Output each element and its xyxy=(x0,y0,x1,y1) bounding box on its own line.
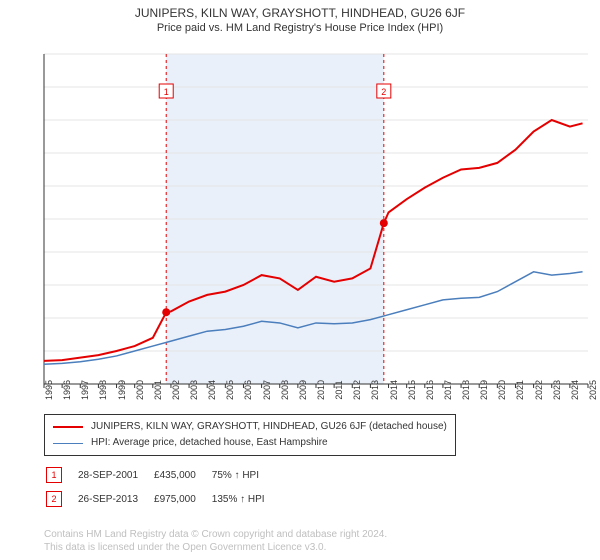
x-tick-label: 2006 xyxy=(243,380,253,400)
x-tick-label: 2020 xyxy=(497,380,507,400)
x-tick-label: 2021 xyxy=(515,380,525,400)
title-block: JUNIPERS, KILN WAY, GRAYSHOTT, HINDHEAD,… xyxy=(0,0,600,34)
legend-item-hpi: HPI: Average price, detached house, East… xyxy=(53,435,447,451)
x-tick-label: 2003 xyxy=(189,380,199,400)
x-tick-label: 1995 xyxy=(44,380,54,400)
legend-label-property: JUNIPERS, KILN WAY, GRAYSHOTT, HINDHEAD,… xyxy=(91,419,447,435)
x-tick-label: 2013 xyxy=(370,380,380,400)
x-tick-label: 2001 xyxy=(153,380,163,400)
x-tick-label: 2016 xyxy=(425,380,435,400)
x-tick-label: 2014 xyxy=(389,380,399,400)
marker-date-1: 28-SEP-2001 xyxy=(78,464,152,486)
x-tick-label: 2017 xyxy=(443,380,453,400)
marker-badge-1: 1 xyxy=(46,467,62,483)
x-tick-label: 2008 xyxy=(280,380,290,400)
x-tick-label: 2005 xyxy=(225,380,235,400)
chart-title: JUNIPERS, KILN WAY, GRAYSHOTT, HINDHEAD,… xyxy=(0,6,600,20)
x-tick-label: 2015 xyxy=(407,380,417,400)
marker-pct-2: 135% ↑ HPI xyxy=(212,488,279,510)
footer-line-1: Contains HM Land Registry data © Crown c… xyxy=(44,528,387,541)
sales-marker-row: 1 28-SEP-2001 £435,000 75% ↑ HPI xyxy=(46,464,279,486)
marker-price-1: £435,000 xyxy=(154,464,210,486)
legend-swatch-hpi xyxy=(53,443,83,444)
x-tick-label: 1997 xyxy=(80,380,90,400)
x-tick-label: 2024 xyxy=(570,380,580,400)
legend-swatch-property xyxy=(53,426,83,428)
legend-label-hpi: HPI: Average price, detached house, East… xyxy=(91,435,328,451)
x-tick-label: 2022 xyxy=(534,380,544,400)
marker-date-2: 26-SEP-2013 xyxy=(78,488,152,510)
x-tick-label: 2025 xyxy=(588,380,598,400)
x-tick-label: 2011 xyxy=(334,380,344,399)
x-tick-label: 2007 xyxy=(262,380,272,400)
legend-item-property: JUNIPERS, KILN WAY, GRAYSHOTT, HINDHEAD,… xyxy=(53,419,447,435)
chart-subtitle: Price paid vs. HM Land Registry's House … xyxy=(0,22,600,34)
x-tick-label: 2018 xyxy=(461,380,471,400)
marker-badge-2: 2 xyxy=(46,491,62,507)
footer: Contains HM Land Registry data © Crown c… xyxy=(44,528,387,554)
x-tick-label: 1998 xyxy=(98,380,108,400)
x-tick-label: 1999 xyxy=(117,380,127,400)
svg-text:1: 1 xyxy=(164,87,169,97)
chart-area: 12 £0£200K£400K£600K£800K£1M£1.2M£1.4M£1… xyxy=(44,54,588,384)
sales-markers-table: 1 28-SEP-2001 £435,000 75% ↑ HPI 2 26-SE… xyxy=(44,462,281,512)
x-tick-label: 1996 xyxy=(62,380,72,400)
x-tick-label: 2023 xyxy=(552,380,562,400)
x-tick-label: 2000 xyxy=(135,380,145,400)
x-tick-label: 2010 xyxy=(316,380,326,400)
legend: JUNIPERS, KILN WAY, GRAYSHOTT, HINDHEAD,… xyxy=(44,414,456,456)
x-tick-label: 2004 xyxy=(207,380,217,400)
svg-text:2: 2 xyxy=(381,87,386,97)
sales-marker-row: 2 26-SEP-2013 £975,000 135% ↑ HPI xyxy=(46,488,279,510)
marker-price-2: £975,000 xyxy=(154,488,210,510)
x-tick-label: 2012 xyxy=(352,380,362,400)
x-tick-label: 2019 xyxy=(479,380,489,400)
footer-line-2: This data is licensed under the Open Gov… xyxy=(44,541,387,554)
x-tick-label: 2002 xyxy=(171,380,181,400)
chart-svg: 12 xyxy=(44,54,588,384)
x-tick-label: 2009 xyxy=(298,380,308,400)
marker-pct-1: 75% ↑ HPI xyxy=(212,464,279,486)
